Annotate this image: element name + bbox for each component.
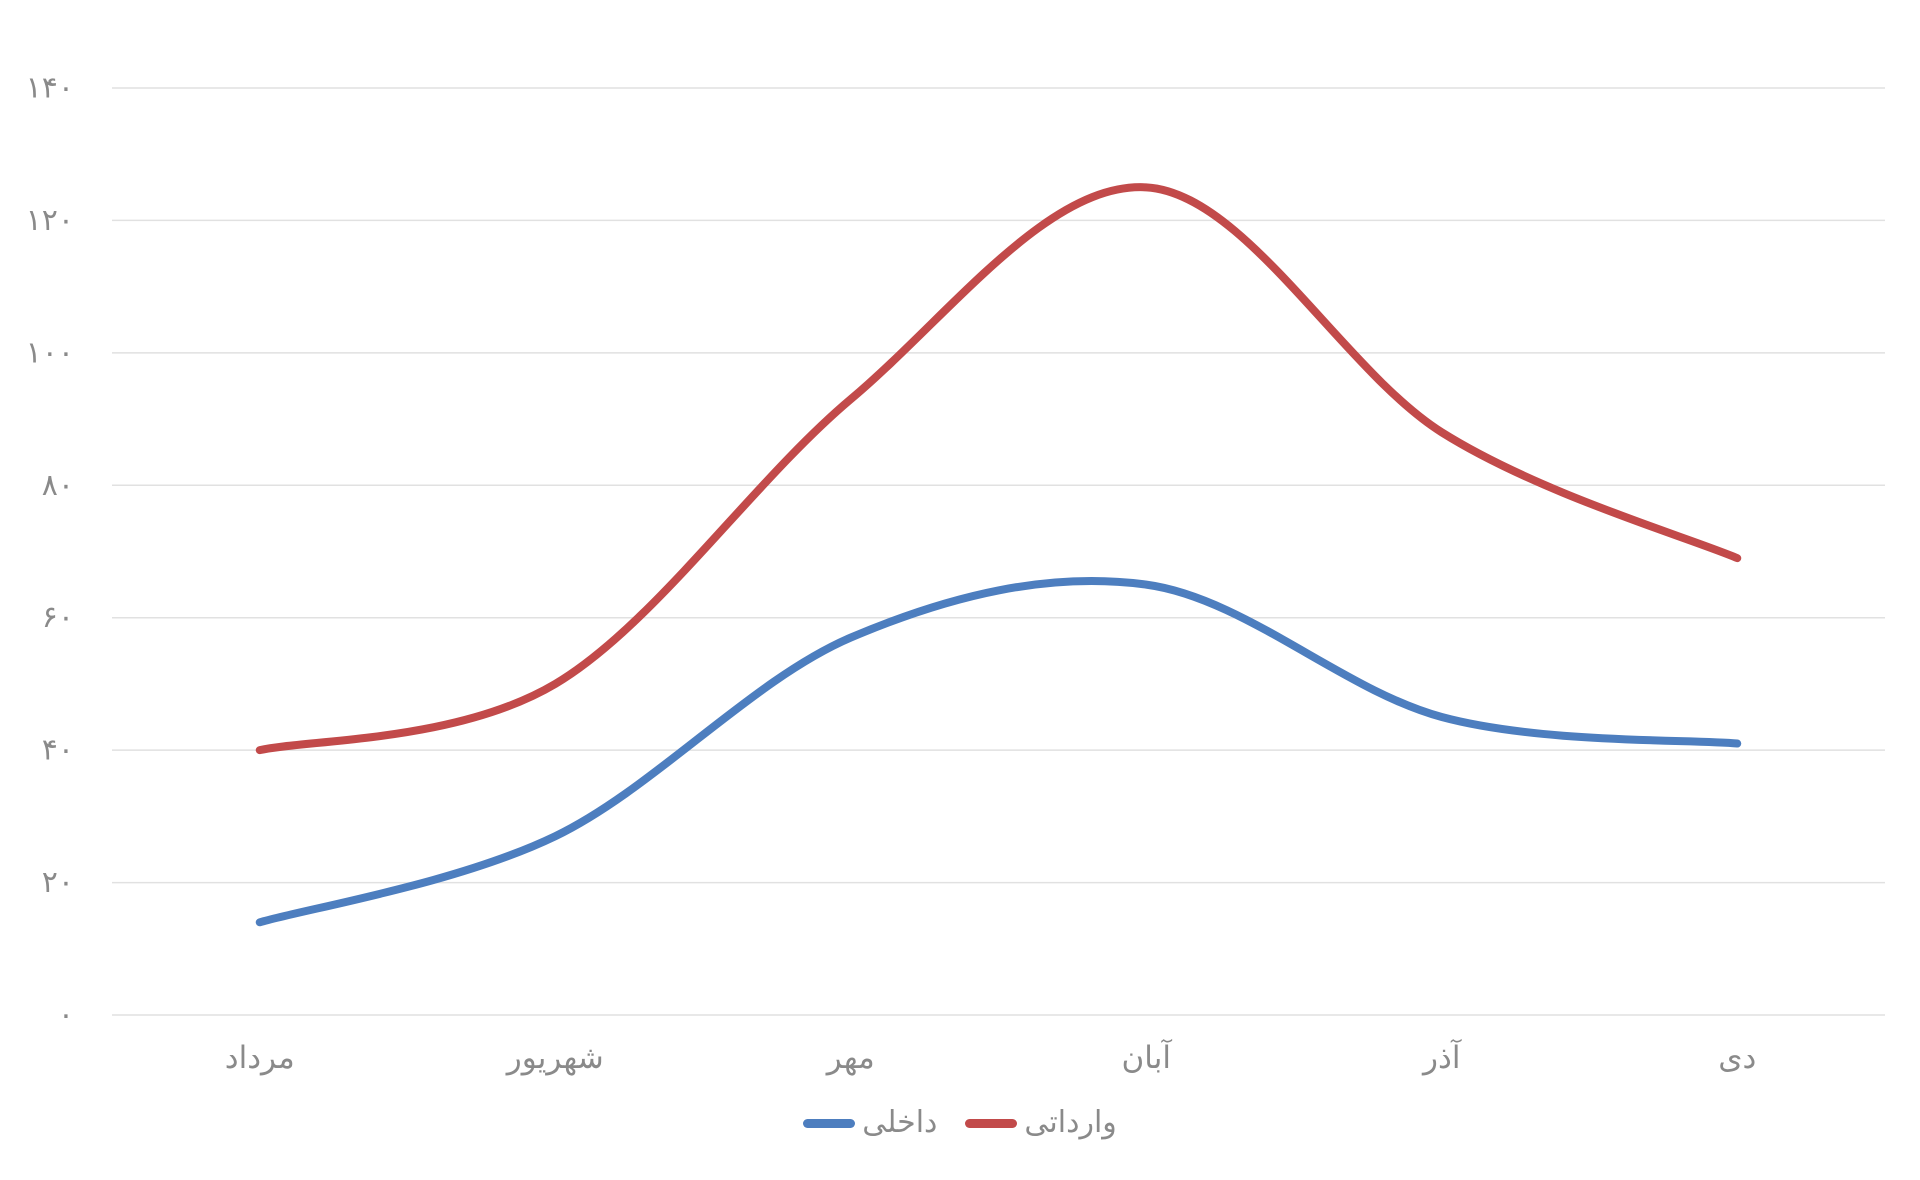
y-axis-tick-labels: ۰ ۲۰ ۴۰ ۶۰ ۸۰ ۱۰۰ ۱۲۰ ۱۴۰: [26, 71, 74, 1033]
x-tick-label: شهریور: [505, 1040, 604, 1076]
legend-label-imported: وارداتی: [1024, 1105, 1117, 1140]
gridlines: [112, 87, 1885, 1016]
y-tick-label: ۸۰: [42, 468, 74, 503]
x-tick-label: آذر: [1421, 1038, 1462, 1076]
y-tick-label: ۶۰: [42, 600, 74, 635]
imported-series-swatch: [965, 1118, 1018, 1128]
x-axis-month-labels: مرداد شهریور مهر آبان آذر دی: [225, 1038, 1757, 1076]
y-tick-label: ۲۰: [42, 865, 74, 900]
y-tick-label: ۰: [58, 998, 74, 1033]
legend: داخلی وارداتی: [0, 1108, 1920, 1138]
x-tick-label: مرداد: [225, 1040, 295, 1076]
y-tick-label: ۱۴۰: [26, 71, 74, 106]
imported-series-line: [255, 183, 1742, 755]
y-tick-label: ۴۰: [42, 733, 74, 768]
y-tick-label: ۱۰۰: [26, 335, 74, 370]
y-tick-label: ۱۲۰: [26, 203, 74, 238]
domestic-series-line: [255, 577, 1742, 927]
domestic-series-swatch: [803, 1118, 856, 1128]
legend-item-domestic[interactable]: داخلی: [803, 1108, 937, 1138]
x-tick-label: آبان: [1122, 1038, 1173, 1076]
legend-label-domestic: داخلی: [862, 1105, 938, 1140]
x-tick-label: مهر: [825, 1040, 875, 1076]
legend-item-imported[interactable]: وارداتی: [965, 1105, 1117, 1140]
x-tick-label: دی: [1718, 1040, 1756, 1076]
